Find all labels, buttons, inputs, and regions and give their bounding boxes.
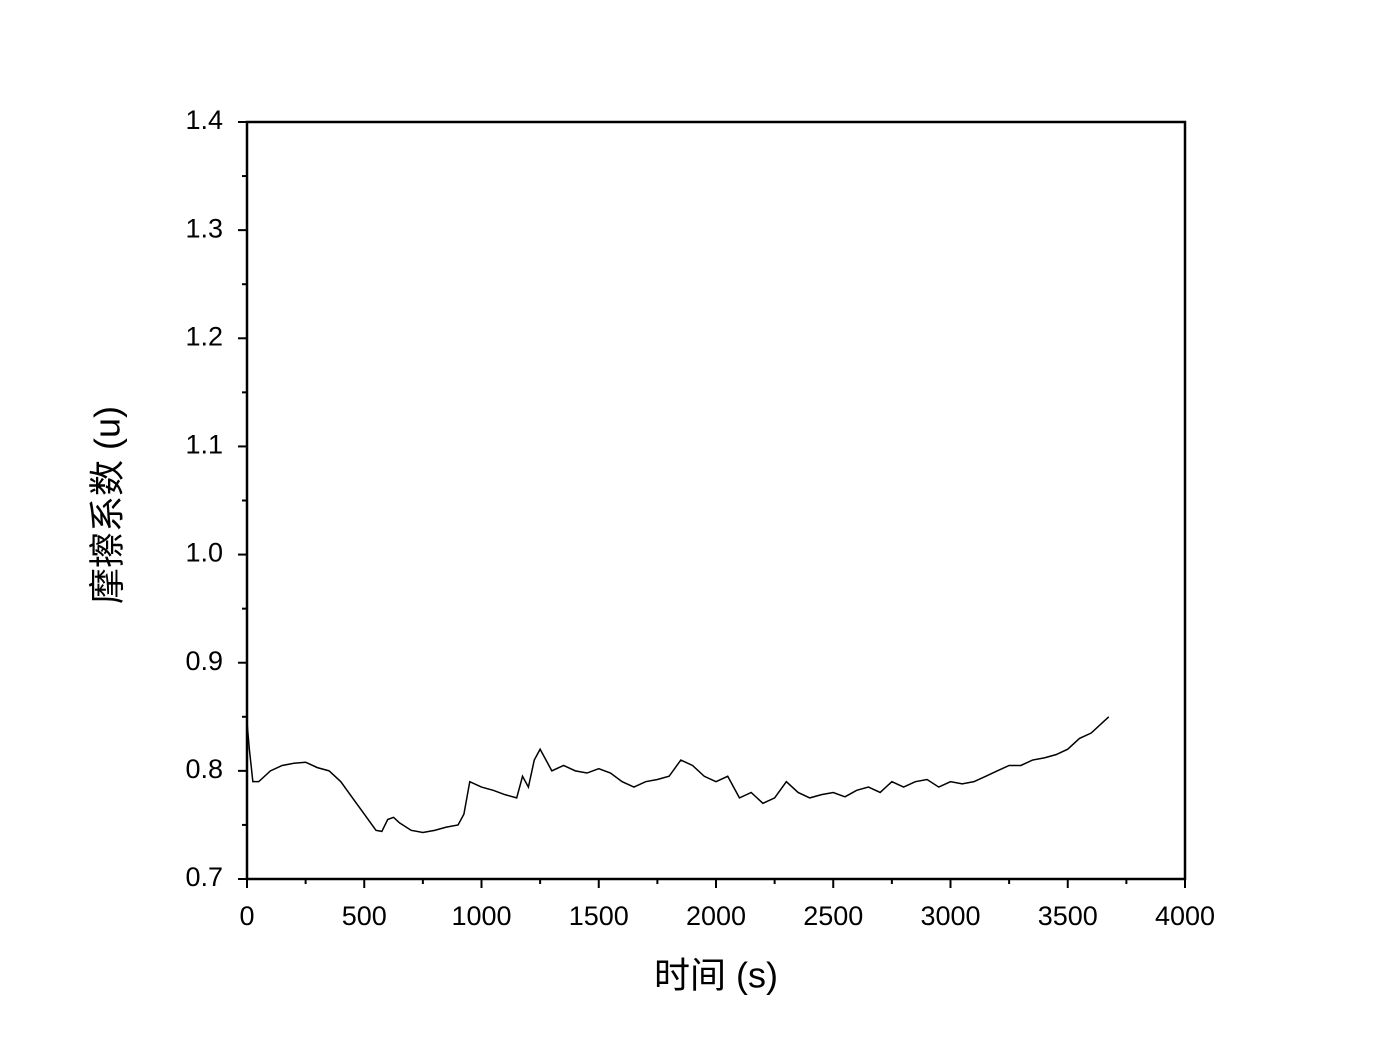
y-tick-label: 1.0	[185, 538, 223, 568]
data-line	[246, 716, 1110, 834]
plot-frame	[245, 120, 1187, 881]
x-tick-label: 3500	[1038, 901, 1098, 931]
x-tick-label: 4000	[1155, 901, 1215, 931]
x-tick-label: 0	[239, 901, 254, 931]
x-tick-label: 500	[342, 901, 387, 931]
y-tick-label: 1.4	[185, 105, 223, 135]
y-tick-label: 1.3	[185, 213, 223, 243]
x-tick-label: 2500	[803, 901, 863, 931]
x-tick-label: 2000	[686, 901, 746, 931]
x-axis-label: 时间 (s)	[654, 955, 778, 996]
y-axis-label: 摩擦系数 (u)	[87, 406, 128, 604]
x-tick-label: 3000	[920, 901, 980, 931]
x-tick-label: 1000	[451, 901, 511, 931]
y-tick-label: 1.1	[185, 430, 223, 460]
y-tick-label: 1.2	[185, 321, 223, 351]
y-tick-label: 0.7	[185, 862, 223, 892]
x-tick-label: 1500	[569, 901, 629, 931]
y-tick-label: 0.8	[185, 754, 223, 784]
y-tick-label: 0.9	[185, 646, 223, 676]
